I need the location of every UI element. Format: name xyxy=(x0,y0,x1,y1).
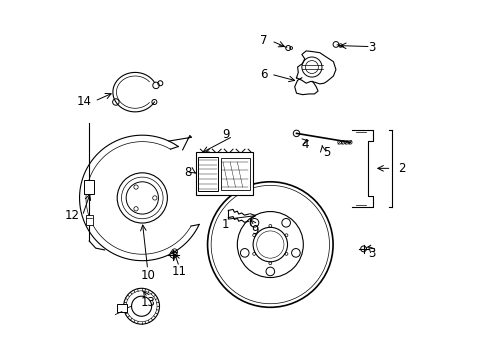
Bar xyxy=(221,158,249,190)
Text: 6: 6 xyxy=(260,68,267,81)
Bar xyxy=(85,215,93,225)
Bar xyxy=(196,152,252,195)
Text: 9: 9 xyxy=(222,127,230,141)
Text: 3: 3 xyxy=(367,247,375,260)
Text: 10: 10 xyxy=(140,269,155,282)
Circle shape xyxy=(134,207,138,211)
Bar xyxy=(117,305,126,312)
Text: 1: 1 xyxy=(221,218,229,231)
Bar xyxy=(198,157,218,191)
Polygon shape xyxy=(296,51,335,84)
Text: 14: 14 xyxy=(77,95,92,108)
Text: 13: 13 xyxy=(140,296,155,309)
Text: 12: 12 xyxy=(64,210,80,222)
Text: 3: 3 xyxy=(367,41,375,54)
Circle shape xyxy=(134,185,138,189)
Text: 4: 4 xyxy=(301,138,308,150)
Text: 7: 7 xyxy=(260,34,267,48)
Text: 2: 2 xyxy=(398,162,405,175)
Text: 9: 9 xyxy=(250,224,258,237)
Text: 11: 11 xyxy=(171,265,186,278)
Text: 5: 5 xyxy=(323,145,330,158)
Text: 8: 8 xyxy=(183,166,191,179)
Circle shape xyxy=(152,196,157,200)
Polygon shape xyxy=(351,130,372,207)
Bar xyxy=(84,180,94,194)
